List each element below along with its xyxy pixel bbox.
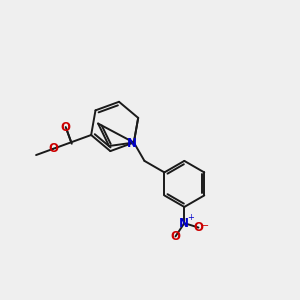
Text: O: O xyxy=(48,142,58,155)
Text: +: + xyxy=(187,213,194,222)
Text: O: O xyxy=(194,221,203,234)
Text: N: N xyxy=(127,136,136,150)
Text: O: O xyxy=(170,230,181,243)
Text: N: N xyxy=(179,217,189,230)
Text: −: − xyxy=(201,221,209,231)
Text: O: O xyxy=(61,121,71,134)
